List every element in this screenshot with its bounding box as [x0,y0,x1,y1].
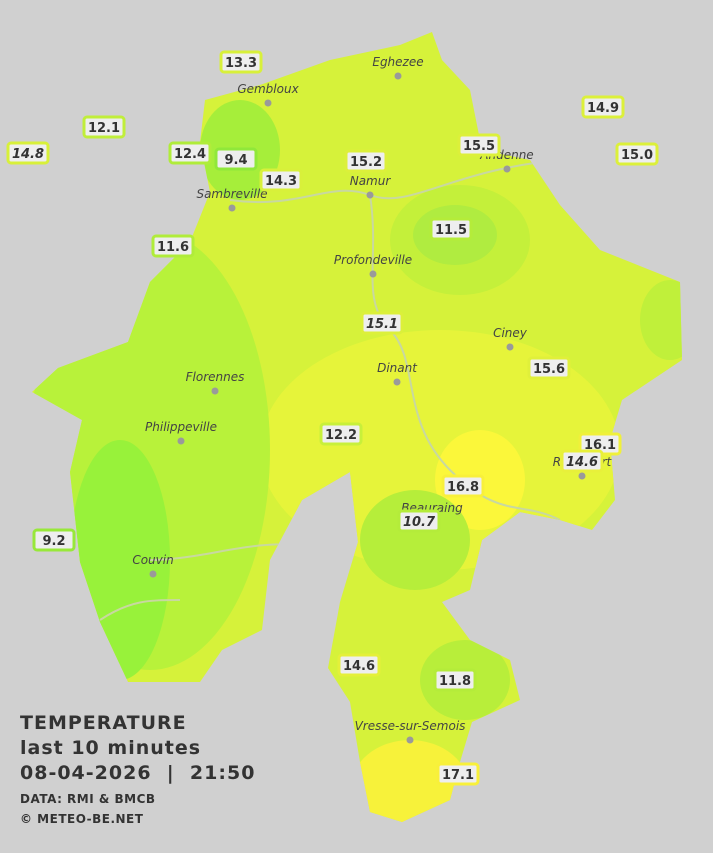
station-temperature: 10.7 [403,515,436,530]
map-title: TEMPERATURE [20,712,187,734]
town-dot [264,99,272,107]
station-temperature: 9.2 [42,534,65,549]
town-dot [506,343,514,351]
station-box [429,217,473,241]
station-temperature: 14.6 [343,659,375,674]
station-temperature: 14.6 [566,455,598,470]
station-box [319,422,363,446]
station-box [259,168,303,192]
station-temperature: 11.5 [435,223,467,238]
station-temperature: 15.0 [621,148,653,163]
town-label: Gembloux [237,82,299,96]
timestamp: 08-04-2026 | 21:50 [20,762,255,784]
station-box [82,115,126,139]
town-label: Dinant [377,361,418,375]
station-box [337,653,381,677]
town-label: Profondeville [334,253,412,267]
copyright: © METEO-BE.NET [20,812,144,826]
station-temperature: 13.3 [225,56,257,71]
station-box [168,141,212,165]
town-label: Philippeville [145,420,217,434]
town-label: Couvin [132,553,173,567]
town-label: Ciney [493,326,528,340]
station-temperature: 14.8 [12,147,44,162]
station-box [344,149,388,173]
station-box [527,356,571,380]
town-dot [211,387,219,395]
station-box [436,762,480,786]
station-box [457,133,501,157]
town-label: Eghezee [372,55,423,69]
station-temperature: 9.4 [224,153,247,168]
town-dot [228,204,236,212]
station-temperature: 12.4 [174,147,206,162]
station-temperature: 17.1 [442,768,474,783]
station-temperature: 15.2 [350,155,382,170]
station-temperature: 12.1 [88,121,120,136]
station-box [615,142,659,166]
town-dot [393,378,401,386]
town-dot [394,72,402,80]
town-label: Sambreville [196,187,267,201]
field-cool [360,490,470,590]
town-dot [503,165,511,173]
town-label: Florennes [186,370,245,384]
station-temperature: 11.8 [439,674,471,689]
town-dot [149,570,157,578]
station-temperature: 15.5 [463,139,495,154]
town-dot [406,736,414,744]
station-box [151,234,195,258]
data-source: DATA: RMI & BMCB [20,792,156,806]
station-temperature: 16.1 [584,438,616,453]
station-box [560,449,604,473]
station-box [219,50,263,74]
station-temperature: 14.9 [587,101,619,116]
town-dot [366,191,374,199]
station-box [6,141,50,165]
station-box [214,147,258,171]
station-temperature: 16.8 [447,480,479,495]
station-box [581,95,625,119]
station-temperature: 11.6 [157,240,189,255]
town-dot [177,437,185,445]
station-box [32,528,76,552]
field-cool [640,280,682,360]
town-label: Namur [350,174,392,188]
town-dot [578,472,586,480]
station-box [441,474,485,498]
station-temperature: 14.3 [265,174,297,189]
station-box [433,668,477,692]
station-box [360,311,404,335]
map-subtitle: last 10 minutes [20,737,201,759]
station-box [397,509,441,533]
town-label: Vresse-sur-Semois [355,719,466,733]
town-dot [369,270,377,278]
station-temperature: 15.1 [366,317,398,332]
station-temperature: 12.2 [325,428,357,443]
station-temperature: 15.6 [533,362,565,377]
